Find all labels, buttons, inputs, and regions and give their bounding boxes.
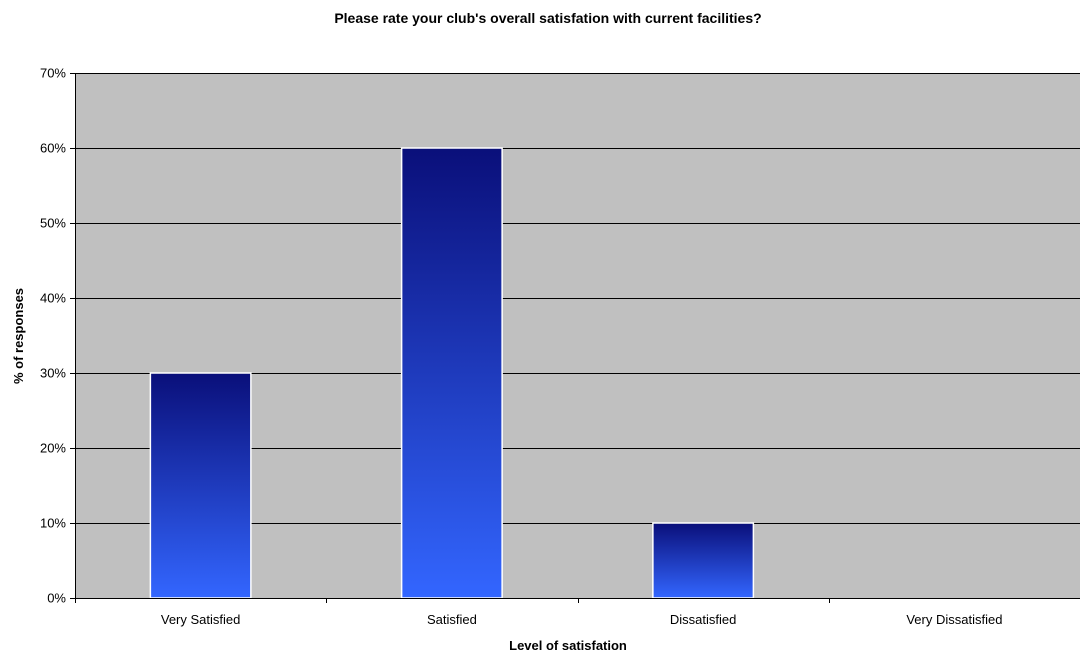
y-tick-label: 20%	[40, 441, 66, 456]
y-tick-label: 50%	[40, 216, 66, 231]
bar-satisfied	[400, 147, 503, 599]
y-axis-title: % of responses	[11, 288, 26, 384]
y-tick-label: 0%	[47, 591, 66, 606]
bar-dissatisfied	[652, 522, 755, 599]
chart-title: Please rate your club's overall satisfat…	[334, 10, 761, 26]
y-tick-label: 70%	[40, 66, 66, 81]
y-tick-label: 60%	[40, 141, 66, 156]
y-tick-label: 10%	[40, 516, 66, 531]
x-tick-label: Very Satisfied	[161, 612, 241, 627]
y-tick-label: 40%	[40, 291, 66, 306]
y-tick-label: 30%	[40, 366, 66, 381]
x-tick-label: Dissatisfied	[670, 612, 736, 627]
x-axis-title: Level of satisfation	[509, 638, 627, 653]
axes	[70, 73, 1080, 603]
x-tick-labels: Very Satisfied Satisfied Dissatisfied Very …	[161, 612, 1003, 627]
bar-very-satisfied	[149, 372, 252, 599]
x-tick-label: Very Dissatisfied	[906, 612, 1002, 627]
y-tick-labels: 0% 10% 20% 30% 40% 50% 60% 70%	[40, 66, 66, 606]
x-tick-label: Satisfied	[427, 612, 477, 627]
